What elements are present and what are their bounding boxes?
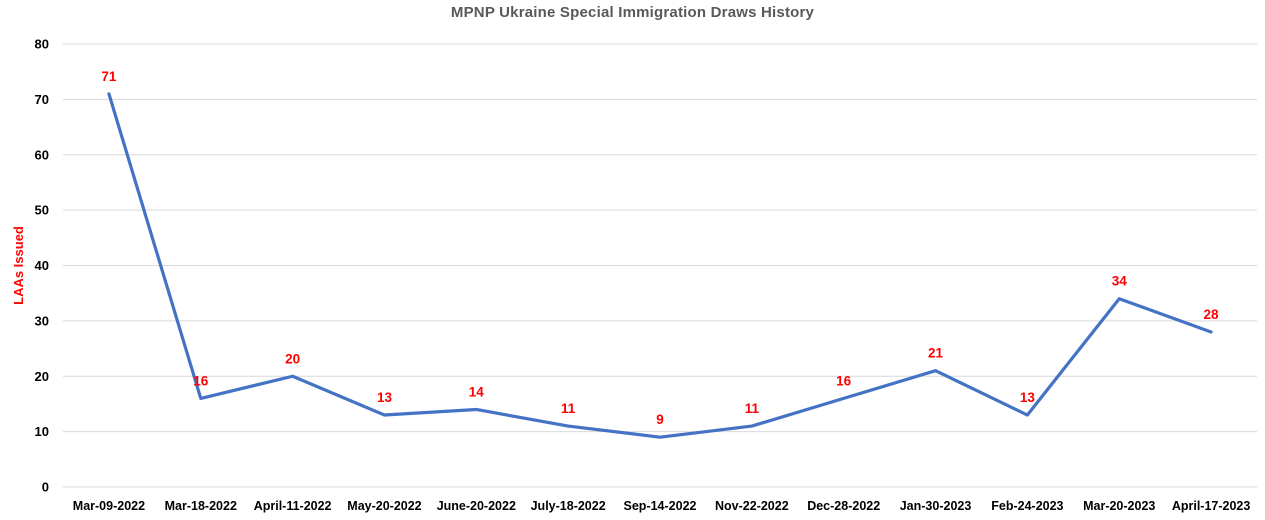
- data-point-label: 71: [101, 69, 117, 84]
- chart-title: MPNP Ukraine Special Immigration Draws H…: [450, 4, 815, 21]
- y-tick-label: 10: [35, 424, 49, 439]
- data-point-label: 9: [656, 412, 664, 427]
- x-tick-label: Mar-18-2022: [165, 499, 237, 513]
- x-tick-label: April-11-2022: [254, 499, 332, 513]
- data-point-label: 13: [1020, 390, 1036, 405]
- data-point-label: 28: [1204, 307, 1220, 322]
- x-tick-label: Dec-28-2022: [807, 499, 880, 513]
- x-tick-label: Jan-30-2023: [900, 499, 972, 513]
- data-point-label: 11: [561, 401, 576, 416]
- y-tick-label: 50: [35, 203, 49, 218]
- y-tick-label: 40: [35, 258, 49, 273]
- y-tick-label: 30: [35, 313, 49, 328]
- data-point-label: 21: [928, 346, 944, 361]
- x-tick-label: May-20-2022: [347, 499, 421, 513]
- x-tick-label: Mar-20-2023: [1083, 499, 1155, 513]
- data-point-label: 14: [469, 384, 485, 399]
- x-tick-label: Feb-24-2023: [991, 499, 1063, 513]
- data-point-label: 20: [285, 351, 300, 366]
- y-tick-label: 20: [35, 369, 49, 384]
- x-tick-label: July-18-2022: [531, 499, 606, 513]
- y-tick-label: 80: [35, 37, 49, 52]
- data-point-label: 16: [836, 373, 852, 388]
- data-point-label: 34: [1112, 274, 1128, 289]
- x-tick-label: April-17-2023: [1172, 499, 1251, 513]
- y-tick-label: 0: [42, 480, 49, 495]
- x-tick-label: Sep-14-2022: [624, 499, 697, 513]
- x-tick-label: Mar-09-2022: [73, 499, 145, 513]
- x-tick-label: June-20-2022: [437, 499, 516, 513]
- data-point-label: 13: [377, 390, 393, 405]
- data-point-label: 16: [193, 373, 209, 388]
- data-point-label: 11: [745, 401, 760, 416]
- y-tick-label: 60: [35, 147, 49, 162]
- x-tick-label: Nov-22-2022: [715, 499, 789, 513]
- data-series-line: [107, 92, 1213, 439]
- y-tick-label: 70: [35, 92, 49, 107]
